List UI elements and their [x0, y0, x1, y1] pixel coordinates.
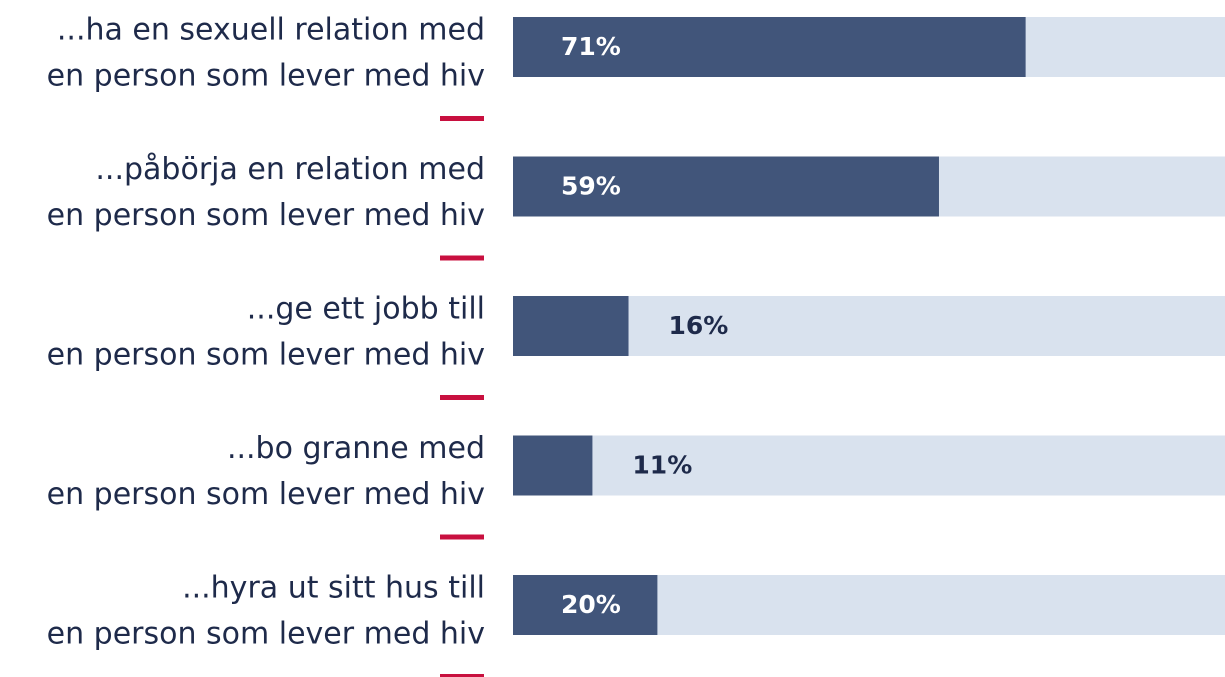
- separator-dash: [440, 116, 484, 121]
- category-label: ...hyra ut sitt hus till: [182, 571, 485, 606]
- bar: [513, 17, 1026, 77]
- value-label: 59%: [561, 172, 621, 201]
- value-label: 20%: [561, 590, 621, 619]
- bar-track: [513, 435, 1225, 496]
- value-label: 11%: [632, 451, 692, 480]
- bar-track: [513, 296, 1225, 356]
- bar: [513, 575, 658, 635]
- separator-dash: [440, 395, 484, 400]
- value-label: 71%: [561, 32, 621, 61]
- separator-dash: [440, 534, 484, 540]
- category-label: en person som lever med hiv: [47, 477, 485, 512]
- category-label: en person som lever med hiv: [47, 198, 485, 233]
- separator-dash: [440, 255, 484, 261]
- category-label: ...ha en sexuell relation med: [57, 13, 485, 48]
- value-label: 16%: [669, 311, 729, 340]
- bar: [513, 435, 593, 496]
- category-label: ...ge ett jobb till: [247, 292, 485, 327]
- category-label: ...påbörja en relation med: [95, 152, 485, 187]
- bar: [513, 156, 939, 217]
- category-label: en person som lever med hiv: [47, 59, 485, 94]
- separator-dash: [440, 674, 484, 677]
- category-label: en person som lever med hiv: [47, 338, 485, 373]
- bar: [513, 296, 629, 356]
- category-label: ...bo granne med: [227, 431, 485, 466]
- category-label: en person som lever med hiv: [47, 617, 485, 652]
